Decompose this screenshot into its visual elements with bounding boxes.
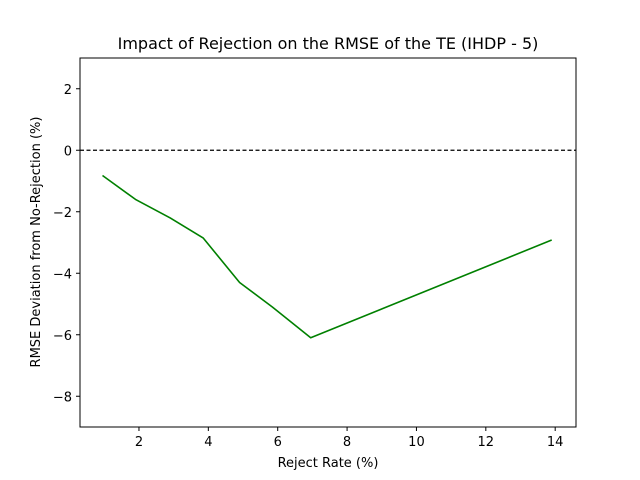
y-tick-label: −6 [53, 329, 72, 344]
x-axis-label: Reject Rate (%) [278, 456, 379, 471]
x-tick-label: 4 [204, 435, 212, 450]
y-tick-label: −2 [53, 206, 72, 221]
x-tick-label: 12 [478, 435, 495, 450]
y-tick-label: 2 [64, 83, 72, 98]
x-tick-label: 8 [343, 435, 351, 450]
y-tick-label: −4 [53, 267, 72, 282]
x-tick-label: 14 [547, 435, 564, 450]
x-tick-label: 6 [274, 435, 282, 450]
series-line-0 [102, 174, 553, 339]
x-tick-label: 10 [408, 435, 425, 450]
x-tick-label: 2 [135, 435, 143, 450]
plot-area: 2 4 6 8 10 12 14 2 0 −2 −4 −6 −8 [53, 57, 577, 450]
y-tick-label: −8 [53, 390, 72, 405]
chart-title: Impact of Rejection on the RMSE of the T… [118, 34, 539, 53]
y-tick-label: 0 [64, 144, 72, 159]
plot-frame [79, 57, 577, 428]
y-axis-label: RMSE Deviation from No-Rejection (%) [29, 117, 44, 368]
